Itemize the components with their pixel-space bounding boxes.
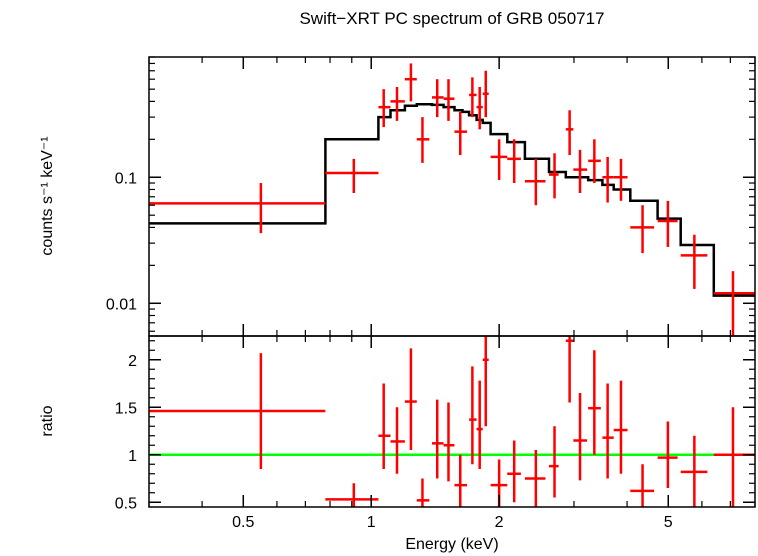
ratio-data-point (431, 399, 444, 479)
spectrum-data-point (548, 153, 559, 199)
spectrum-data-point (404, 63, 417, 102)
spectrum-data-point (588, 139, 601, 184)
x-tick-label: 5 (664, 514, 673, 531)
spectrum-data-point (565, 110, 574, 156)
spectrum-data-point (507, 139, 521, 184)
ratio-data-point (524, 450, 546, 507)
spectrum-data-point (490, 139, 508, 181)
ratio-data-point (482, 336, 489, 427)
spectrum-data-point (443, 79, 455, 121)
ratio-data-point (416, 478, 430, 507)
spectrum-data-point (431, 79, 444, 118)
spectrum-data-point (602, 156, 614, 203)
y-tick-label: 2 (128, 353, 137, 370)
ratio-data-point (548, 426, 559, 498)
ratio-data-point (565, 336, 574, 403)
spectrum-data-point (680, 234, 708, 289)
ratio-data-point (613, 380, 628, 474)
spectrum-data-point (325, 158, 379, 194)
spectrum-data-point (524, 158, 546, 206)
x-tick-label: 1 (367, 514, 376, 531)
ratio-plot-frame (148, 335, 756, 508)
ratio-data-point (325, 483, 379, 507)
ratio-data-points (149, 336, 755, 507)
spectrum-data-point (416, 117, 430, 163)
spectrum-data-point (657, 200, 678, 247)
x-axis-label: Energy (keV) (405, 536, 498, 553)
chart-title: Swift−XRT PC spectrum of GRB 050717 (299, 9, 604, 28)
spectrum-data-point (469, 77, 477, 118)
spectrum-data-point (713, 271, 755, 336)
spectrum-data-point (613, 158, 628, 201)
ratio-data-point (588, 350, 601, 455)
ratio-data-point (507, 440, 521, 503)
spectrum-data-point (390, 87, 405, 121)
ratio-data-point (657, 421, 678, 488)
ratio-data-point (573, 393, 588, 481)
ratio-data-point (378, 383, 391, 469)
ratio-data-point (630, 464, 655, 507)
ratio-data-point (390, 407, 405, 474)
ratio-data-point (454, 454, 467, 507)
spectrum-panel: 0.1 0.01 (106, 56, 756, 337)
x-tick-label: 2 (495, 514, 504, 531)
ratio-data-point (602, 383, 614, 479)
spectrum-data-points (149, 63, 755, 336)
ratio-data-point (404, 348, 417, 450)
y-axis-label-top: counts s⁻¹ keV⁻¹ (39, 136, 56, 255)
ratio-data-point (149, 353, 326, 469)
y-tick-label: 0.1 (115, 170, 137, 187)
ratio-axes: 0.5 1 2 5 0.5 1 1.5 2 (115, 336, 756, 531)
spectrum-data-point (476, 87, 483, 130)
ratio-data-point (476, 380, 483, 469)
ratio-data-point (680, 435, 708, 507)
ratio-panel: 0.5 1 2 5 0.5 1 1.5 2 (115, 335, 756, 531)
spectrum-data-point (630, 205, 655, 254)
y-tick-label: 0.5 (115, 495, 137, 512)
y-tick-label: 1.5 (115, 400, 137, 417)
model-step-line (149, 102, 755, 297)
spectrum-data-point (482, 70, 489, 118)
y-tick-label: 0.01 (106, 296, 137, 313)
spectrum-data-point (378, 89, 391, 128)
ratio-data-point (443, 402, 455, 482)
x-tick-label: 0.5 (232, 514, 254, 531)
spectrum-data-point (454, 111, 467, 156)
model-curve (149, 102, 755, 297)
y-axis-label-bottom: ratio (39, 405, 56, 436)
y-tick-label: 1 (128, 448, 137, 465)
ratio-data-point (713, 407, 755, 507)
spectrum-data-point (149, 183, 326, 234)
ratio-data-point (469, 366, 477, 465)
spectrum-axes: 0.1 0.01 (106, 56, 756, 336)
spectrum-data-point (573, 149, 588, 194)
